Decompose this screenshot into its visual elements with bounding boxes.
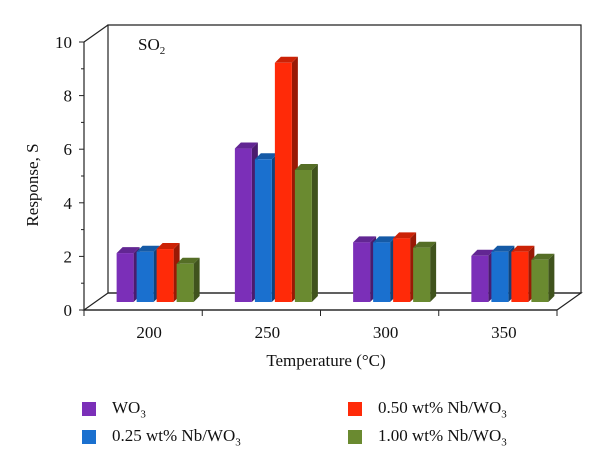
legend-swatch [348, 402, 362, 417]
bar [254, 159, 272, 302]
bar-top [353, 236, 377, 243]
legend-swatch [348, 430, 362, 445]
y-tick-label: 10 [55, 33, 72, 52]
legend-label: 0.25 wt% Nb/WO3 [112, 426, 241, 449]
y-tick-label: 2 [64, 247, 73, 266]
bar-side [430, 241, 437, 302]
legend-swatch [82, 430, 96, 445]
bar-top [294, 164, 318, 170]
x-tick-label: 350 [491, 323, 517, 342]
legend-item-wo3: WO3 [82, 398, 146, 420]
bar-top [531, 253, 555, 260]
legend-label: 1.00 wt% Nb/WO3 [378, 426, 507, 449]
bar-top [176, 257, 200, 264]
bar [274, 62, 292, 302]
bar-top [254, 153, 278, 160]
bar [413, 247, 431, 302]
bar-top [471, 249, 495, 256]
x-tick-label: 250 [255, 323, 281, 342]
bar-top [511, 245, 535, 252]
depth-edge [83, 24, 109, 43]
bar [353, 242, 371, 302]
x-axis-label: Temperature (°C) [266, 351, 385, 370]
x-tick-label: 300 [373, 323, 399, 342]
bar-side [548, 253, 555, 302]
bar [531, 259, 549, 302]
legend-label: 0.50 wt% Nb/WO3 [378, 398, 507, 421]
bar [511, 251, 529, 302]
bar-side [311, 164, 318, 302]
legend-item-050: 0.50 wt% Nb/WO3 [348, 398, 507, 420]
legend-label: WO3 [112, 398, 146, 421]
bar-top [136, 245, 160, 252]
bar [176, 263, 194, 302]
bar [136, 251, 154, 302]
legend-item-025: 0.25 wt% Nb/WO3 [82, 426, 241, 448]
chart-annotation: SO2 [138, 35, 165, 57]
bar-top [373, 236, 397, 243]
legend-item-100: 1.00 wt% Nb/WO3 [348, 426, 507, 448]
bar-side [193, 257, 200, 302]
axes: 0 2 4 6 8 10 200 250 300 350 [55, 33, 558, 342]
x-tick-label: 200 [136, 323, 162, 342]
bar [294, 170, 312, 302]
bar-top [116, 247, 140, 254]
bar-top [413, 241, 437, 248]
bar [373, 242, 391, 302]
bar [116, 253, 134, 302]
bar [471, 255, 489, 302]
bar-top [274, 56, 298, 63]
y-tick-label: 4 [64, 194, 73, 213]
bar [156, 249, 174, 302]
bar-top [491, 245, 515, 252]
bar-top [234, 142, 258, 149]
y-axis-label: Response, S [23, 143, 42, 226]
bar-top [393, 232, 417, 239]
y-tick-label: 0 [64, 301, 73, 320]
bar [491, 251, 509, 302]
y-tick-label: 8 [64, 87, 73, 106]
legend-swatch [82, 402, 96, 417]
bar [393, 238, 411, 302]
y-tick-label: 6 [64, 140, 73, 159]
bar [234, 148, 252, 302]
bars [116, 56, 555, 302]
bar-top [156, 243, 180, 250]
